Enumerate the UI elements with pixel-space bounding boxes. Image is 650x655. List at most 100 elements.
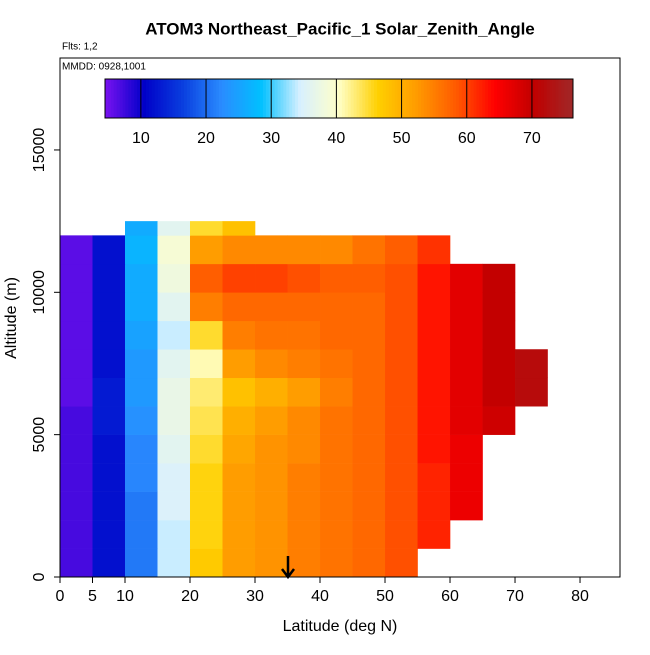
- heat-cell: [417, 377, 451, 407]
- colorbar-swatch: [546, 79, 550, 118]
- colorbar-swatch: [292, 79, 296, 118]
- heat-cell: [320, 548, 353, 578]
- colorbar-swatch: [394, 79, 398, 118]
- colorbar-swatch: [549, 79, 553, 118]
- heat-cell: [352, 263, 386, 293]
- y-tick-label: 10000: [31, 270, 48, 315]
- colorbar-swatch: [125, 79, 129, 118]
- heat-cell: [60, 320, 93, 350]
- colorbar-swatch: [412, 79, 416, 118]
- colorbar-swatch: [236, 79, 240, 118]
- colorbar-tick-label: 10: [132, 130, 150, 147]
- heat-cell: [190, 235, 223, 265]
- colorbar-swatch: [140, 79, 144, 118]
- heat-cell: [320, 406, 353, 435]
- colorbar-swatch: [186, 79, 191, 118]
- heat-cell: [157, 235, 191, 265]
- heat-cell: [450, 320, 483, 350]
- heat-cell: [190, 463, 223, 492]
- colorbar-swatch: [388, 79, 393, 118]
- colorbar-swatch: [333, 79, 337, 118]
- colorbar-swatch: [309, 79, 314, 118]
- heat-cell: [190, 263, 223, 293]
- heat-cell: [157, 491, 191, 521]
- location-arrow: [281, 556, 295, 580]
- heat-cell: [417, 463, 451, 492]
- heat-cell: [417, 406, 451, 435]
- colorbar-swatch: [303, 79, 308, 118]
- colorbar-swatch: [137, 79, 141, 118]
- colorbar-swatch: [341, 79, 346, 118]
- heat-cell: [352, 434, 386, 464]
- colorbar-swatch: [420, 79, 425, 118]
- colorbar-swatch: [458, 79, 463, 118]
- colorbar-swatch: [438, 79, 442, 118]
- heat-cell: [417, 292, 451, 322]
- colorbar-swatch: [423, 79, 428, 118]
- colorbar-swatch: [371, 79, 375, 118]
- colorbar-swatch: [175, 79, 179, 118]
- colorbar-swatch: [496, 79, 501, 118]
- colorbar-swatch: [537, 79, 542, 118]
- colorbar-swatch: [526, 79, 530, 118]
- colorbar-swatch: [552, 79, 556, 118]
- colorbar-tick-label: 30: [262, 130, 280, 147]
- heat-cell: [92, 548, 126, 578]
- x-axis-label: Latitude (deg N): [283, 618, 398, 635]
- colorbar-swatch: [271, 79, 276, 118]
- heat-cell: [255, 491, 288, 521]
- heat-cell: [157, 463, 191, 492]
- colorbar-swatch: [456, 79, 460, 118]
- subtitle: Flts: 1,2: [62, 42, 98, 53]
- heat-cell: [92, 463, 126, 492]
- colorbar-swatch: [274, 79, 278, 118]
- x-tick-label: 80: [571, 588, 589, 605]
- heat-cell: [352, 235, 386, 265]
- colorbar-swatch: [403, 79, 407, 118]
- colorbar-swatch: [520, 79, 524, 118]
- heat-cell: [417, 235, 451, 265]
- heat-cell: [320, 349, 353, 379]
- heat-cell: [60, 377, 93, 407]
- colorbar-swatch: [300, 79, 305, 118]
- colorbar-swatch: [347, 79, 352, 118]
- x-tick-label: 50: [376, 588, 394, 605]
- heat-cell: [222, 520, 256, 549]
- colorbar-tick-label: 70: [523, 130, 541, 147]
- heat-cell: [125, 320, 158, 350]
- colorbar-swatch: [280, 79, 284, 118]
- colorbar-swatch: [432, 79, 436, 118]
- heat-cell: [125, 463, 158, 492]
- heat-cell: [60, 548, 93, 578]
- colorbar-swatch: [216, 79, 220, 118]
- colorbar-swatch: [444, 79, 448, 118]
- heat-cell: [255, 434, 288, 464]
- colorbar-swatch: [344, 79, 349, 118]
- y-axis-label: Altitude (m): [3, 277, 20, 359]
- heat-cell: [287, 235, 321, 265]
- heat-cell: [352, 349, 386, 379]
- colorbar-swatch: [534, 79, 539, 118]
- heat-cell: [60, 406, 93, 435]
- colorbar-swatch: [268, 79, 273, 118]
- heat-cell: [450, 349, 483, 379]
- colorbar-swatch: [567, 79, 571, 118]
- heat-cell: [125, 491, 158, 521]
- heat-cell: [352, 406, 386, 435]
- heat-cell: [320, 377, 353, 407]
- heat-cell: [92, 235, 126, 265]
- heat-cell: [515, 377, 548, 407]
- heat-cell: [255, 377, 288, 407]
- heatmap: [60, 221, 548, 578]
- colorbar-swatch: [523, 79, 527, 118]
- colorbar-tick-label: 50: [393, 130, 411, 147]
- heat-cell: [417, 520, 451, 549]
- colorbar-swatch: [107, 79, 112, 118]
- colorbar-swatch: [178, 79, 182, 118]
- colorbar-swatch: [350, 79, 355, 118]
- heat-cell: [190, 434, 223, 464]
- heat-cell: [450, 263, 483, 293]
- heat-cell: [92, 349, 126, 379]
- colorbar-swatch: [558, 79, 562, 118]
- colorbar-swatch: [365, 79, 369, 118]
